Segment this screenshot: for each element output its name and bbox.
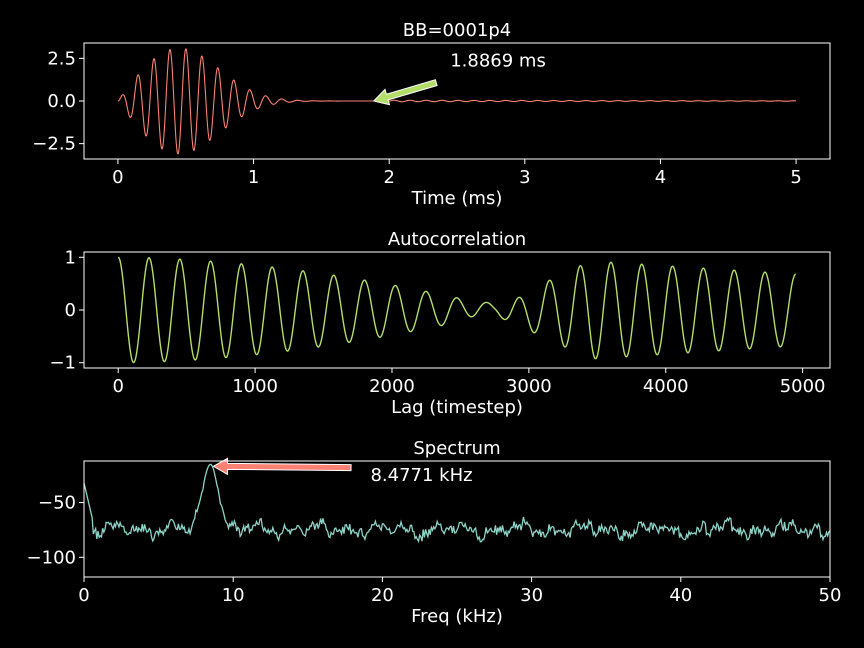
autocorrelation-panel: Autocorrelation 0 1000 2000 3000 4000 50…	[49, 229, 831, 418]
signal-series-line	[117, 48, 797, 155]
spectrum-x-ticks: 0 10 20 30 40 50	[78, 577, 841, 606]
signal-x-tick-label: 4	[655, 167, 666, 188]
spectrum-x-tick-label: 20	[371, 585, 394, 606]
signal-x-tick-label: 5	[790, 167, 801, 188]
spectrum-x-tick-label: 10	[222, 585, 245, 606]
spectrum-annotation-label: 8.4771 kHz	[370, 465, 472, 486]
signal-x-tick-label: 1	[248, 167, 259, 188]
signal-y-tick-label: 0.0	[47, 91, 76, 112]
autocorrelation-title: Autocorrelation	[388, 229, 526, 250]
spectrum-x-tick-label: 40	[669, 585, 692, 606]
autocorrelation-x-tick-label: 5000	[780, 376, 826, 397]
autocorrelation-y-ticks: −1 0 1	[49, 247, 84, 374]
autocorrelation-x-tick-label: 4000	[643, 376, 689, 397]
annotation-arrow-shape	[372, 79, 438, 106]
signal-y-tick-label: 2.5	[47, 48, 76, 69]
spectrum-y-ticks: −100 −50	[27, 493, 84, 568]
spectrum-axes-frame	[83, 460, 831, 578]
signal-y-ticks: −2.5 0.0 2.5	[32, 48, 84, 155]
spectrum-x-tick-label: 30	[520, 585, 543, 606]
autocorrelation-y-tick-label: −1	[49, 353, 76, 374]
autocorrelation-y-tick-label: 0	[65, 300, 76, 321]
spectrum-panel: Spectrum 8.4771 kHz 0 10 20 30 40 50 −10…	[27, 438, 842, 627]
autocorrelation-x-tick-label: 3000	[506, 376, 552, 397]
spectrum-x-axis-label: Freq (kHz)	[411, 606, 503, 627]
spectrum-x-tick-label: 0	[78, 585, 89, 606]
spectrum-x-tick-label: 50	[819, 585, 842, 606]
autocorrelation-x-ticks: 0 1000 2000 3000 4000 5000	[112, 368, 826, 397]
spectrum-y-tick-label: −100	[27, 547, 76, 568]
autocorrelation-y-tick-label: 1	[65, 247, 76, 268]
signal-annotation-label: 1.8869 ms	[450, 51, 546, 72]
signal-panel: BB=0001p4 1.8869 ms 0 1 2 3 4 5 −2.5 0.0…	[32, 20, 831, 209]
autocorrelation-x-tick-label: 1000	[232, 376, 278, 397]
signal-y-tick-label: −2.5	[32, 134, 76, 155]
autocorrelation-series-line	[118, 256, 796, 364]
signal-x-tick-label: 3	[519, 167, 530, 188]
signal-annotation-arrow	[372, 79, 438, 106]
annotation-arrow-shape	[212, 457, 352, 476]
spectrum-title: Spectrum	[413, 438, 500, 459]
spectrum-annotation-arrow	[212, 457, 352, 476]
signal-title: BB=0001p4	[403, 20, 511, 41]
autocorrelation-x-tick-label: 2000	[369, 376, 415, 397]
signal-x-ticks: 0 1 2 3 4 5	[112, 159, 802, 188]
signal-x-axis-label: Time (ms)	[411, 188, 503, 209]
autocorrelation-x-axis-label: Lag (timestep)	[391, 397, 523, 418]
spectrum-y-tick-label: −50	[38, 493, 76, 514]
signal-x-tick-label: 2	[383, 167, 394, 188]
signal-x-tick-label: 0	[112, 167, 123, 188]
spectrum-series-line	[83, 463, 831, 544]
autocorrelation-x-tick-label: 0	[112, 376, 123, 397]
